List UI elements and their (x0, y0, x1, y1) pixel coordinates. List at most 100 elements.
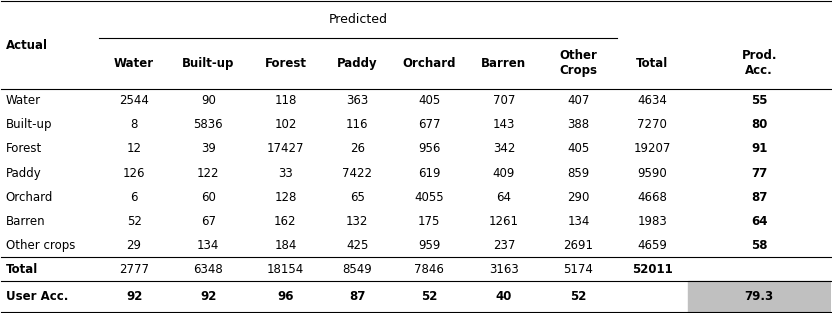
Text: Barren: Barren (6, 215, 45, 228)
Text: 388: 388 (567, 118, 590, 131)
Text: 26: 26 (349, 142, 364, 156)
Text: 2691: 2691 (563, 239, 593, 252)
Text: 122: 122 (197, 167, 220, 180)
Text: 2544: 2544 (119, 94, 149, 107)
Text: 92: 92 (200, 290, 216, 303)
Text: 405: 405 (418, 94, 440, 107)
Text: 19207: 19207 (634, 142, 671, 156)
Text: Total: Total (6, 263, 37, 276)
Text: Actual: Actual (6, 38, 47, 52)
Text: 237: 237 (493, 239, 515, 252)
Text: 92: 92 (126, 290, 142, 303)
Text: User Acc.: User Acc. (6, 290, 68, 303)
Text: 40: 40 (496, 290, 512, 303)
Text: Other
Crops: Other Crops (560, 49, 597, 77)
Text: Orchard: Orchard (6, 191, 53, 204)
Text: 134: 134 (197, 239, 220, 252)
Text: 3163: 3163 (489, 263, 519, 276)
Text: 90: 90 (201, 94, 215, 107)
Text: 677: 677 (418, 118, 440, 131)
Text: 79.3: 79.3 (745, 290, 774, 303)
Text: 405: 405 (567, 142, 590, 156)
Text: 363: 363 (346, 94, 369, 107)
Text: 55: 55 (751, 94, 768, 107)
Text: 64: 64 (497, 191, 512, 204)
Text: 8: 8 (131, 118, 138, 131)
Text: 6: 6 (131, 191, 138, 204)
Text: 96: 96 (277, 290, 294, 303)
Text: 118: 118 (275, 94, 296, 107)
Text: 52: 52 (571, 290, 587, 303)
Text: 7846: 7846 (414, 263, 444, 276)
Text: 290: 290 (567, 191, 590, 204)
Text: 132: 132 (346, 215, 369, 228)
Text: Prod.
Acc.: Prod. Acc. (741, 49, 777, 77)
Text: 7270: 7270 (637, 118, 667, 131)
Text: 9590: 9590 (637, 167, 667, 180)
Text: Paddy: Paddy (337, 57, 378, 69)
Text: 859: 859 (567, 167, 590, 180)
Text: 17427: 17427 (266, 142, 305, 156)
Text: 52011: 52011 (632, 263, 673, 276)
Text: 707: 707 (493, 94, 515, 107)
Bar (688, 281, 830, 312)
Text: 87: 87 (349, 290, 365, 303)
Text: 4634: 4634 (637, 94, 667, 107)
Text: Barren: Barren (482, 57, 527, 69)
Text: Paddy: Paddy (6, 167, 42, 180)
Text: 18154: 18154 (267, 263, 304, 276)
Text: 175: 175 (418, 215, 440, 228)
Text: 959: 959 (418, 239, 440, 252)
Text: Built-up: Built-up (6, 118, 52, 131)
Text: 91: 91 (751, 142, 767, 156)
Text: 2777: 2777 (119, 263, 149, 276)
Text: Built-up: Built-up (182, 57, 235, 69)
Text: 4055: 4055 (414, 191, 444, 204)
Text: 7422: 7422 (342, 167, 372, 180)
Text: 5174: 5174 (563, 263, 593, 276)
Text: 162: 162 (275, 215, 297, 228)
Text: 80: 80 (751, 118, 767, 131)
Text: 52: 52 (126, 215, 141, 228)
Text: 65: 65 (349, 191, 364, 204)
Text: 956: 956 (418, 142, 440, 156)
Text: Orchard: Orchard (403, 57, 456, 69)
Text: 1261: 1261 (489, 215, 519, 228)
Text: 39: 39 (201, 142, 215, 156)
Text: 425: 425 (346, 239, 369, 252)
Text: 409: 409 (493, 167, 515, 180)
Text: 102: 102 (275, 118, 296, 131)
Text: 342: 342 (493, 142, 515, 156)
Text: 143: 143 (493, 118, 515, 131)
Text: Forest: Forest (265, 57, 306, 69)
Text: Other crops: Other crops (6, 239, 75, 252)
Text: 29: 29 (126, 239, 141, 252)
Text: 5836: 5836 (194, 118, 223, 131)
Text: 77: 77 (751, 167, 767, 180)
Text: 8549: 8549 (342, 263, 372, 276)
Text: 116: 116 (346, 118, 369, 131)
Text: 6348: 6348 (193, 263, 223, 276)
Text: 64: 64 (751, 215, 768, 228)
Text: 87: 87 (751, 191, 767, 204)
Text: 12: 12 (126, 142, 141, 156)
Text: 619: 619 (418, 167, 440, 180)
Text: 134: 134 (567, 215, 590, 228)
Text: Total: Total (636, 57, 668, 69)
Text: 58: 58 (751, 239, 768, 252)
Text: Predicted: Predicted (329, 13, 388, 26)
Text: 33: 33 (278, 167, 293, 180)
Text: Water: Water (114, 57, 154, 69)
Text: Water: Water (6, 94, 41, 107)
Text: 4668: 4668 (637, 191, 667, 204)
Text: 52: 52 (421, 290, 438, 303)
Text: 60: 60 (201, 191, 215, 204)
Text: Forest: Forest (6, 142, 42, 156)
Text: 184: 184 (275, 239, 296, 252)
Text: 407: 407 (567, 94, 590, 107)
Text: 1983: 1983 (637, 215, 667, 228)
Text: 126: 126 (123, 167, 146, 180)
Text: 67: 67 (201, 215, 215, 228)
Text: 4659: 4659 (637, 239, 667, 252)
Text: 128: 128 (275, 191, 296, 204)
